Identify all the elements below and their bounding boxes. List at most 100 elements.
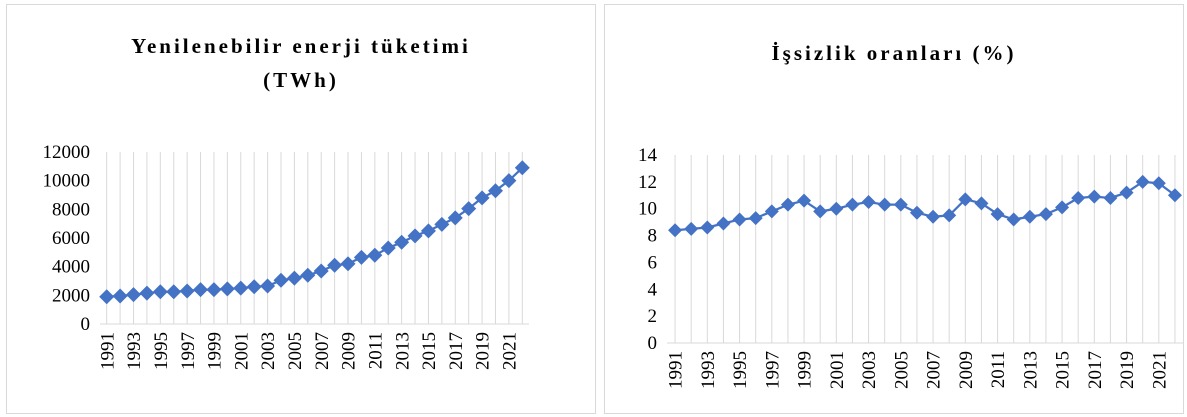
data-point bbox=[668, 223, 683, 238]
data-point bbox=[206, 282, 222, 298]
x-tick-label: 2001 bbox=[231, 332, 252, 370]
x-tick-label: 1999 bbox=[795, 351, 816, 389]
x-tick-label: 1995 bbox=[730, 351, 751, 389]
data-point bbox=[313, 263, 329, 279]
data-point bbox=[447, 210, 463, 226]
data-point bbox=[1038, 207, 1053, 222]
data-point bbox=[179, 283, 195, 299]
data-point bbox=[367, 247, 383, 263]
x-tick-label: 2017 bbox=[1085, 351, 1106, 389]
series-line bbox=[674, 180, 1176, 232]
data-point bbox=[1087, 189, 1102, 204]
data-point bbox=[246, 279, 262, 295]
chart-panel-renewable-energy: Yenilenebilir enerji tüketimi (TWh) 0 200… bbox=[6, 4, 596, 414]
data-point bbox=[700, 220, 715, 235]
data-point bbox=[974, 196, 989, 211]
data-point bbox=[300, 267, 316, 283]
x-tick-label: 2013 bbox=[1020, 351, 1041, 389]
y-tick-label: 0 bbox=[648, 333, 658, 354]
y-tick-label: 4000 bbox=[52, 257, 90, 278]
y-tick-label: 8000 bbox=[52, 199, 90, 220]
x-tick-label: 1997 bbox=[178, 332, 199, 370]
x-tick-label: 1995 bbox=[151, 332, 172, 370]
y-tick-label: 6000 bbox=[52, 228, 90, 249]
x-tick-label: 1999 bbox=[205, 332, 226, 370]
data-point bbox=[990, 207, 1005, 222]
series-line bbox=[106, 166, 524, 298]
data-point bbox=[286, 270, 302, 286]
data-point bbox=[353, 249, 369, 265]
y-tick-label: 12000 bbox=[43, 142, 91, 163]
data-point bbox=[380, 240, 396, 256]
x-tick-label: 2015 bbox=[1053, 351, 1074, 389]
x-tick-label: 2003 bbox=[859, 351, 880, 389]
y-tick-label: 8 bbox=[648, 226, 658, 247]
data-point bbox=[219, 281, 235, 297]
data-point bbox=[461, 201, 477, 217]
data-point bbox=[909, 205, 924, 220]
data-point bbox=[233, 280, 249, 296]
x-tick-label: 1991 bbox=[666, 351, 687, 389]
chart-title-line-2: (TWh) bbox=[263, 68, 339, 92]
x-tick-label: 2009 bbox=[339, 332, 360, 370]
data-point bbox=[327, 257, 343, 273]
data-point bbox=[797, 193, 812, 208]
data-point bbox=[340, 256, 356, 272]
x-tick-label: 2019 bbox=[1117, 351, 1138, 389]
data-point bbox=[126, 287, 142, 303]
data-point bbox=[748, 211, 763, 226]
x-tick-label: 2005 bbox=[891, 351, 912, 389]
data-point bbox=[260, 278, 276, 294]
data-point bbox=[514, 160, 530, 176]
x-tick-label: 2011 bbox=[988, 351, 1009, 388]
y-tick-label: 10000 bbox=[43, 171, 91, 192]
data-point bbox=[273, 272, 289, 288]
data-point bbox=[474, 190, 490, 206]
data-point bbox=[434, 216, 450, 232]
unemployment-chart: 0 2 4 6 8 10 12 14 1991 1993 1995 1997 1999 2001 2003 2… bbox=[638, 145, 1183, 389]
x-tick-label: 2021 bbox=[500, 332, 521, 370]
x-tick-label: 2003 bbox=[258, 332, 279, 370]
data-point bbox=[845, 197, 860, 212]
chart-title: İşsizlik oranları (%) bbox=[771, 41, 1017, 65]
y-tick-label: 2000 bbox=[52, 285, 90, 306]
data-point bbox=[1055, 200, 1070, 215]
data-point bbox=[1006, 212, 1021, 227]
data-point bbox=[487, 183, 503, 199]
data-point bbox=[1022, 209, 1037, 224]
x-tick-label: 2007 bbox=[924, 351, 945, 389]
data-point bbox=[1135, 174, 1150, 189]
x-tick-label: 2009 bbox=[956, 351, 977, 389]
data-point bbox=[764, 204, 779, 219]
x-tick-label: 1993 bbox=[698, 351, 719, 389]
data-point bbox=[877, 197, 892, 212]
data-point bbox=[926, 209, 941, 224]
data-point bbox=[780, 197, 795, 212]
data-point bbox=[501, 173, 517, 189]
data-point bbox=[1119, 185, 1134, 200]
x-tick-label: 2019 bbox=[473, 332, 494, 370]
y-tick-label: 12 bbox=[638, 172, 657, 193]
x-tick-label: 2007 bbox=[312, 332, 333, 370]
data-point bbox=[893, 197, 908, 212]
x-tick-label: 1997 bbox=[762, 351, 783, 389]
data-point bbox=[1103, 190, 1118, 205]
data-point bbox=[139, 285, 155, 301]
x-tick-label: 1991 bbox=[97, 332, 118, 370]
data-point bbox=[394, 234, 410, 250]
y-tick-label: 14 bbox=[638, 145, 658, 166]
x-tick-label: 2017 bbox=[446, 332, 467, 370]
x-tick-label: 2001 bbox=[827, 351, 848, 389]
data-point bbox=[99, 289, 115, 305]
data-point bbox=[166, 284, 182, 300]
data-point bbox=[112, 288, 128, 304]
y-tick-label: 2 bbox=[648, 306, 658, 327]
x-tick-label: 1993 bbox=[124, 332, 145, 370]
data-point bbox=[942, 208, 957, 223]
data-point bbox=[420, 223, 436, 239]
data-point bbox=[861, 195, 876, 209]
data-point bbox=[829, 201, 844, 216]
data-point bbox=[1151, 176, 1166, 191]
data-point bbox=[407, 228, 423, 244]
y-tick-label: 0 bbox=[81, 314, 91, 335]
